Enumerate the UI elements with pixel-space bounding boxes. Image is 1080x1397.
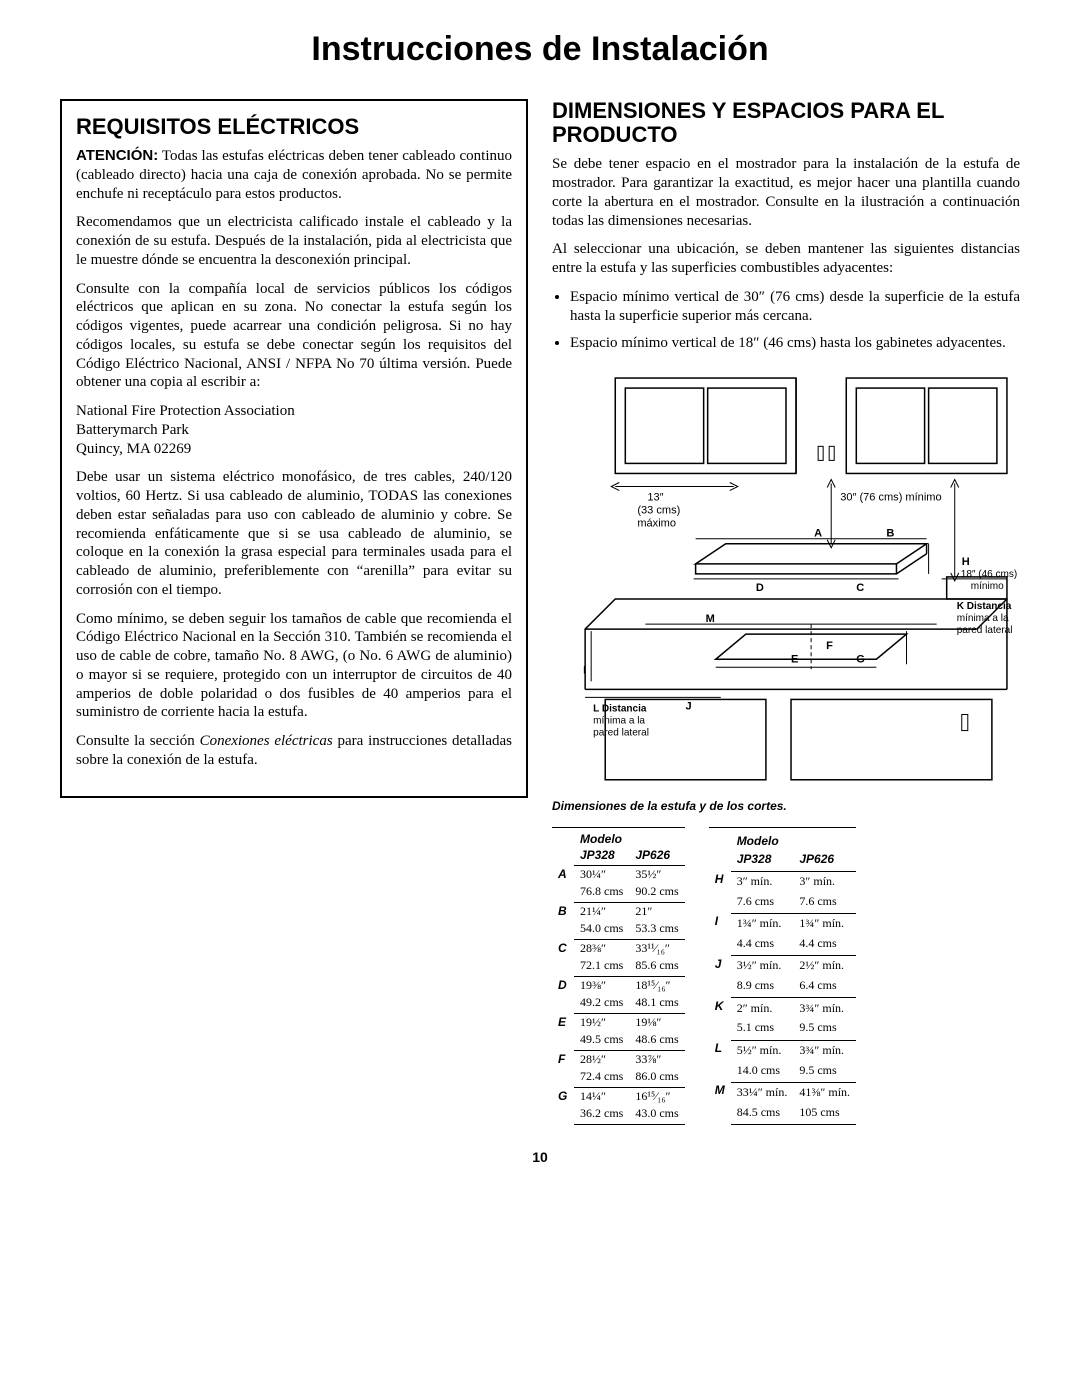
para-consulte: Consulte la sección Conexiones eléctrica… bbox=[76, 732, 512, 770]
svg-text:30″ (76 cms) mínimo: 30″ (76 cms) mínimo bbox=[840, 492, 941, 504]
dim-table-right: ModeloJP328JP626H3″ mín.3″ mín.7.6 cms7.… bbox=[709, 827, 856, 1125]
svg-text:(33 cms): (33 cms) bbox=[637, 505, 680, 517]
para-codigos: Consulte con la compañía local de servic… bbox=[76, 280, 512, 393]
requisitos-box: REQUISITOS ELÉCTRICOS ATENCIÓN: Todas la… bbox=[60, 99, 528, 798]
para-sistema: Debe usar un sistema eléctrico monofásic… bbox=[76, 468, 512, 599]
svg-text:M: M bbox=[706, 614, 715, 626]
dimension-diagram: 13″ (33 cms) máximo 30″ (76 cms) mínimo … bbox=[552, 363, 1020, 791]
bullet-1: Espacio mínimo vertical de 30″ (76 cms) … bbox=[570, 288, 1020, 326]
svg-text:C: C bbox=[856, 582, 864, 594]
p6-italic: Conexiones eléctricas bbox=[200, 733, 333, 749]
dim-table-left: ModeloJP328JP626A30¼″35½″76.8 cms90.2 cm… bbox=[552, 827, 685, 1125]
svg-text:D: D bbox=[756, 582, 764, 594]
dim-p2: Al seleccionar una ubicación, se deben m… bbox=[552, 240, 1020, 278]
addr-line-1: National Fire Protection Association bbox=[76, 403, 295, 419]
svg-text:pared lateral: pared lateral bbox=[957, 626, 1013, 637]
svg-text:F: F bbox=[826, 641, 833, 653]
page-number: 10 bbox=[60, 1149, 1020, 1165]
svg-text:E: E bbox=[791, 654, 798, 666]
atencion-para: ATENCIÓN: Todas las estufas eléctricas d… bbox=[76, 147, 512, 203]
svg-text:J: J bbox=[686, 701, 692, 713]
addr-line-3: Quincy, MA 02269 bbox=[76, 441, 191, 457]
svg-text:mínima a la: mínima a la bbox=[593, 716, 645, 727]
address-block: National Fire Protection Association Bat… bbox=[76, 402, 512, 458]
svg-text:L Distancia: L Distancia bbox=[593, 704, 647, 715]
svg-text:mínima a la: mínima a la bbox=[957, 614, 1009, 625]
svg-text:I: I bbox=[583, 665, 586, 677]
svg-text:A: A bbox=[814, 528, 822, 540]
requisitos-heading: REQUISITOS ELÉCTRICOS bbox=[76, 115, 512, 139]
page-title: Instrucciones de Instalación bbox=[60, 30, 1020, 69]
svg-text:H: H bbox=[962, 556, 970, 568]
dim-p1: Se debe tener espacio en el mostrador pa… bbox=[552, 155, 1020, 230]
bullet-list: Espacio mínimo vertical de 30″ (76 cms) … bbox=[552, 288, 1020, 354]
svg-text:G: G bbox=[856, 654, 865, 666]
svg-text:mínimo: mínimo bbox=[971, 581, 1004, 592]
svg-text:18″ (46 cms): 18″ (46 cms) bbox=[961, 569, 1017, 580]
para-cable: Como mínimo, se deben seguir los tamaños… bbox=[76, 610, 512, 723]
diagram-caption: Dimensiones de la estufa y de los cortes… bbox=[552, 799, 1020, 813]
dimensiones-heading: DIMENSIONES Y ESPACIOS PARA EL PRODUCTO bbox=[552, 99, 1020, 147]
bullet-2: Espacio mínimo vertical de 18″ (46 cms) … bbox=[570, 334, 1020, 353]
svg-text:máximo: máximo bbox=[637, 518, 676, 530]
svg-text:K Distancia: K Distancia bbox=[957, 601, 1012, 612]
dimension-tables: ModeloJP328JP626A30¼″35½″76.8 cms90.2 cm… bbox=[552, 827, 1020, 1125]
atencion-label: ATENCIÓN: bbox=[76, 147, 158, 164]
addr-line-2: Batterymarch Park bbox=[76, 422, 189, 438]
svg-text:13″: 13″ bbox=[647, 492, 663, 504]
svg-text:B: B bbox=[886, 528, 894, 540]
p6a: Consulte la sección bbox=[76, 733, 200, 749]
para-electricista: Recomendamos que un electricista calific… bbox=[76, 213, 512, 269]
svg-text:pared lateral: pared lateral bbox=[593, 728, 649, 739]
